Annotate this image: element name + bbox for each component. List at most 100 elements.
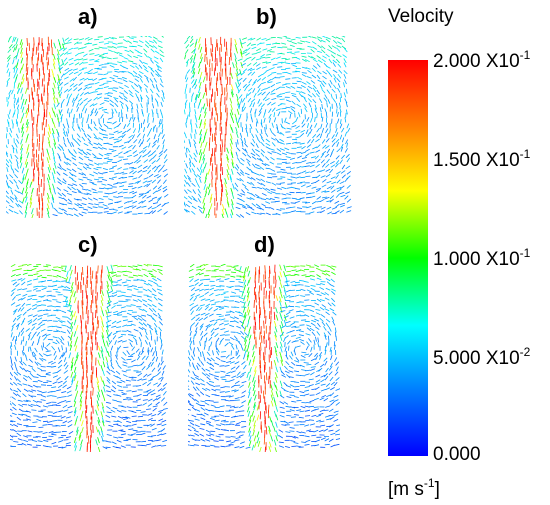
velocity-vector	[188, 350, 191, 356]
velocity-vector	[186, 61, 189, 67]
velocity-vector	[239, 113, 242, 119]
velocity-vector	[280, 321, 284, 328]
velocity-vector	[124, 49, 130, 53]
velocity-vector	[184, 146, 185, 149]
velocity-vector	[203, 264, 209, 266]
velocity-vector	[57, 401, 63, 405]
velocity-vector	[186, 118, 188, 124]
velocity-vector	[45, 333, 51, 337]
velocity-vector	[116, 326, 122, 328]
velocity-vector	[320, 159, 325, 164]
velocity-vector	[66, 93, 69, 99]
velocity-vector	[195, 402, 201, 406]
velocity-vector	[307, 85, 313, 90]
velocity-vector	[253, 420, 256, 427]
velocity-vector	[189, 337, 192, 343]
velocity-vector	[202, 202, 206, 209]
velocity-vector	[252, 356, 256, 363]
velocity-vector	[328, 371, 333, 376]
velocity-vector	[111, 108, 114, 114]
velocity-vector	[307, 139, 311, 144]
velocity-vector	[161, 203, 166, 208]
velocity-vector	[101, 183, 107, 186]
velocity-vector	[202, 207, 206, 214]
velocity-vector	[268, 429, 271, 436]
velocity-vector	[301, 119, 305, 125]
velocity-vector	[103, 386, 106, 393]
velocity-vector	[112, 165, 118, 168]
velocity-vector	[206, 434, 212, 437]
velocity-vector	[333, 344, 336, 350]
velocity-vector	[190, 79, 195, 84]
velocity-vector	[72, 101, 75, 107]
velocity-vector	[195, 409, 201, 412]
velocity-vector	[231, 266, 237, 269]
velocity-vector	[233, 316, 239, 320]
velocity-vector	[66, 131, 68, 137]
velocity-vector	[69, 78, 74, 82]
velocity-vector	[146, 443, 152, 446]
velocity-vector	[132, 62, 138, 65]
velocity-vector	[286, 207, 292, 209]
velocity-vector	[315, 374, 321, 378]
velocity-vector	[265, 187, 271, 191]
velocity-vector	[309, 399, 315, 403]
velocity-vector	[9, 196, 15, 200]
velocity-vector	[299, 310, 305, 313]
velocity-vector	[209, 193, 213, 200]
velocity-vector	[191, 92, 194, 98]
velocity-vector	[91, 354, 93, 363]
velocity-vector	[110, 264, 114, 271]
velocity-vector	[273, 381, 276, 388]
velocity-vector	[52, 336, 58, 339]
velocity-vector	[108, 424, 114, 427]
velocity-vector	[205, 324, 211, 328]
velocity-vector	[279, 282, 283, 289]
velocity-vector	[336, 45, 342, 48]
velocity-vector	[22, 173, 25, 180]
velocity-vector	[41, 333, 47, 337]
velocity-vector	[304, 435, 310, 438]
velocity-vector	[279, 415, 285, 418]
velocity-vector	[199, 71, 203, 78]
velocity-vector	[230, 109, 234, 116]
velocity-vector	[146, 183, 151, 188]
velocity-vector	[332, 59, 338, 64]
velocity-vector	[295, 136, 301, 139]
velocity-vector	[195, 439, 201, 441]
velocity-vector	[11, 89, 14, 95]
velocity-vector	[230, 103, 233, 110]
velocity-vector	[18, 331, 21, 337]
velocity-vector	[61, 181, 67, 185]
velocity-vector	[73, 47, 79, 49]
velocity-vector	[329, 416, 335, 420]
velocity-vector	[336, 54, 342, 57]
velocity-vector	[248, 419, 252, 426]
velocity-vector	[82, 384, 84, 394]
velocity-vector	[208, 380, 215, 383]
velocity-vector	[122, 60, 128, 63]
velocity-vector	[138, 326, 144, 330]
velocity-vector	[159, 57, 164, 63]
velocity-vector	[137, 264, 143, 267]
velocity-vector	[142, 308, 148, 313]
velocity-vector	[153, 167, 158, 173]
velocity-vector	[66, 316, 72, 321]
velocity-vector	[241, 126, 244, 132]
velocity-vector	[150, 423, 156, 427]
velocity-vector	[336, 171, 341, 175]
velocity-vector	[10, 332, 13, 338]
velocity-vector	[27, 319, 33, 323]
velocity-vector	[269, 148, 275, 151]
velocity-vector	[241, 390, 247, 394]
velocity-vector	[311, 319, 317, 323]
velocity-vector	[226, 147, 229, 154]
velocity-vector	[114, 172, 120, 175]
velocity-vector	[234, 187, 239, 192]
velocity-vector	[68, 176, 74, 180]
velocity-vector	[317, 59, 323, 64]
velocity-vector	[98, 429, 101, 436]
velocity-vector	[300, 295, 306, 297]
velocity-vector	[343, 58, 347, 64]
velocity-vector	[257, 92, 262, 96]
